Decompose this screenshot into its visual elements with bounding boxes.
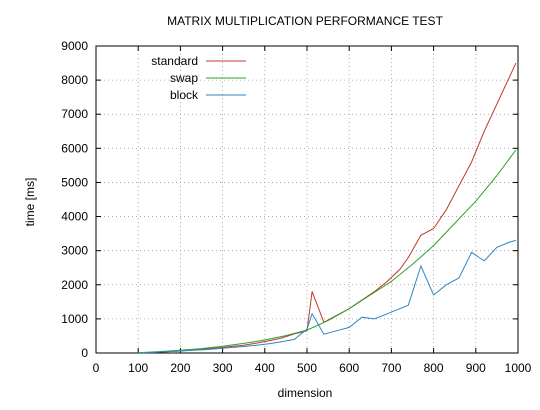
y-tick-label: 5000: [61, 175, 88, 189]
x-tick-label: 400: [255, 361, 275, 375]
x-tick-label: 500: [297, 361, 317, 375]
y-tick-label: 8000: [61, 73, 88, 87]
series-line-block: [142, 239, 517, 354]
y-axis-label: time [ms]: [23, 178, 37, 227]
chart-title: MATRIX MULTIPLICATION PERFORMANCE TEST: [167, 14, 443, 28]
x-tick-label: 600: [339, 361, 359, 375]
x-tick-label: 300: [213, 361, 233, 375]
y-tick-label: 0: [81, 346, 88, 360]
x-tick-label: 800: [424, 361, 444, 375]
x-tick-label: 200: [170, 361, 190, 375]
y-tick-label: 2000: [61, 278, 88, 292]
y-tick-label: 6000: [61, 141, 88, 155]
y-tick-label: 9000: [61, 39, 88, 53]
y-tick-label: 3000: [61, 244, 88, 258]
y-tick-label: 4000: [61, 210, 88, 224]
x-tick-label: 700: [381, 361, 401, 375]
legend-label-swap: swap: [170, 71, 198, 85]
x-tick-label: 100: [128, 361, 148, 375]
legend-label-standard: standard: [151, 54, 198, 68]
legend-label-block: block: [170, 88, 199, 102]
series-line-swap: [138, 149, 517, 354]
x-tick-label: 900: [466, 361, 486, 375]
series-line-standard: [142, 62, 517, 354]
x-tick-label: 0: [93, 361, 100, 375]
x-tick-label: 1000: [505, 361, 532, 375]
x-axis-label: dimension: [278, 386, 333, 400]
y-tick-label: 7000: [61, 107, 88, 121]
y-tick-label: 1000: [61, 312, 88, 326]
